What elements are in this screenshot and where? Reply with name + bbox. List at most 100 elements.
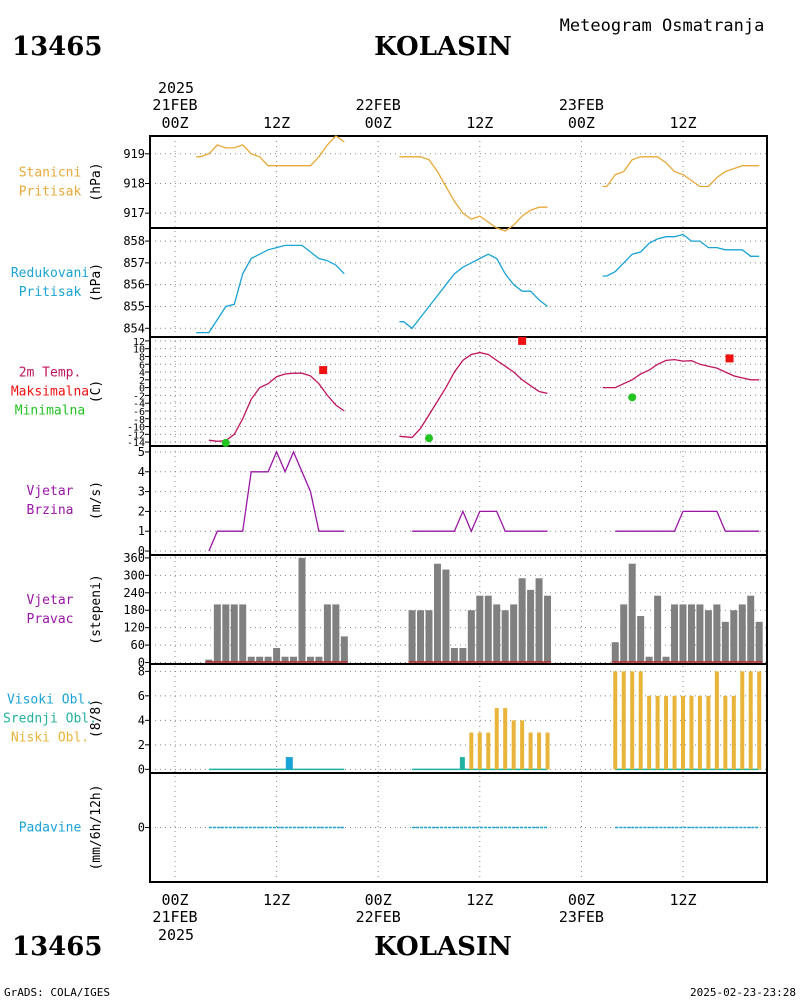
wind-direction-bar xyxy=(264,656,272,663)
wind-direction-bar xyxy=(510,604,518,663)
wind-direction-ytick-label: 60 xyxy=(131,638,145,652)
wind-direction-bar xyxy=(323,604,331,663)
date-label-bottom: 23FEB xyxy=(559,908,604,926)
wind-speed-line xyxy=(412,509,548,533)
reduced-pressure-line xyxy=(196,244,345,334)
wind-direction-ytick-label: 240 xyxy=(123,586,145,600)
wind-direction-bar xyxy=(467,610,475,663)
wind-direction-ytick-label: 180 xyxy=(123,603,145,617)
temperature-ytick-label: -12 xyxy=(127,430,145,441)
wind-direction-bar xyxy=(306,656,314,663)
footer-timestamp: 2025-02-23-23:28 xyxy=(690,986,796,999)
reduced-pressure-series-label: Pritisak xyxy=(19,285,82,300)
wind-direction-bar xyxy=(679,604,687,663)
station-pressure-line xyxy=(196,135,345,167)
low-cloud-bar xyxy=(520,720,525,770)
cloud-cover-ytick-label: 2 xyxy=(138,738,145,752)
wind-speed-line xyxy=(615,510,760,532)
cloud-cover-series-label: Visoki Obl. xyxy=(7,693,93,708)
temperature-series-label: 2m Temp. xyxy=(19,366,82,381)
x-tick-label-bottom: 00Z xyxy=(161,891,188,909)
reduced-pressure-line xyxy=(399,253,548,330)
year-bottom: 2025 xyxy=(158,926,194,944)
wind-direction-unit-label: (stepeni) xyxy=(89,574,104,644)
station-pressure-series-label: Pritisak xyxy=(19,185,82,200)
wind-direction-bar xyxy=(535,578,543,663)
wind-direction-bar xyxy=(527,589,535,663)
low-cloud-bar xyxy=(503,708,508,770)
max-temp-marker xyxy=(518,336,527,345)
wind-direction-bar xyxy=(425,610,433,663)
low-cloud-bar xyxy=(664,695,669,770)
reduced-pressure-ytick-label: 857 xyxy=(123,256,145,270)
date-label-bottom: 21FEB xyxy=(152,908,197,926)
wind-direction-bar xyxy=(433,563,441,663)
wind-direction-ytick-label: 360 xyxy=(123,551,145,565)
low-cloud-bar xyxy=(638,671,643,770)
temperature-ytick-label: -14 xyxy=(127,438,145,449)
low-cloud-bar xyxy=(477,732,482,770)
low-cloud-bar xyxy=(748,671,753,770)
wind-direction-bar xyxy=(704,610,712,663)
wind-speed-line xyxy=(208,450,345,552)
temperature-unit-label: (C) xyxy=(89,380,104,403)
station-pressure-ytick-label: 919 xyxy=(123,147,145,161)
station-pressure-line xyxy=(399,156,548,232)
wind-direction-bar xyxy=(290,656,298,663)
wind-direction-bar xyxy=(281,656,289,663)
precipitation-series-label: Padavine xyxy=(19,821,82,836)
wind-direction-bar xyxy=(493,604,501,663)
date-label-bottom: 22FEB xyxy=(356,908,401,926)
precipitation-unit-label: (mm/6h/12h) xyxy=(89,784,104,870)
temperature-ytick-label: 0 xyxy=(139,384,145,395)
x-tick-label-top: 00Z xyxy=(568,114,595,132)
wind-direction-ytick-label: 120 xyxy=(123,621,145,635)
wind-direction-bar xyxy=(696,604,704,663)
cloud-cover-unit-label: (8/8) xyxy=(89,699,104,738)
temperature-series-label: Minimalna xyxy=(15,404,85,419)
temperature-ytick-label: -4 xyxy=(133,399,145,410)
low-cloud-bar xyxy=(621,671,626,770)
temperature-line xyxy=(399,351,548,439)
reduced-pressure-series-label: Redukovani xyxy=(11,266,89,281)
low-cloud-bar xyxy=(469,732,474,770)
min-temp-marker xyxy=(221,438,230,447)
wind-direction-bar xyxy=(417,610,425,663)
low-cloud-bar xyxy=(511,720,516,770)
temperature-ytick-label: 6 xyxy=(139,360,145,371)
wind-speed-ytick-label: 4 xyxy=(138,465,145,479)
wind-speed-ytick-label: 2 xyxy=(138,504,145,518)
wind-direction-bar xyxy=(628,563,636,663)
wind-direction-bar xyxy=(205,659,213,663)
temperature-series-label: Maksimalna xyxy=(11,385,89,400)
wind-speed-ytick-label: 1 xyxy=(138,524,145,538)
low-cloud-bar xyxy=(613,671,618,770)
low-cloud-bar xyxy=(681,695,685,770)
reduced-pressure-ytick-label: 858 xyxy=(123,234,145,248)
wind-direction-bar xyxy=(298,557,306,663)
x-tick-label-top: 12Z xyxy=(669,114,696,132)
wind-speed-ytick-label: 3 xyxy=(138,485,145,499)
wind-direction-bar xyxy=(730,610,738,663)
temperature-line xyxy=(602,358,760,389)
wind-speed-unit-label: (m/s) xyxy=(89,481,104,520)
wind-direction-bar xyxy=(518,578,526,663)
station-pressure-series-label: Stanicni xyxy=(19,166,82,181)
x-tick-label-top: 00Z xyxy=(161,114,188,132)
low-cloud-bar xyxy=(689,695,694,770)
wind-direction-bar xyxy=(222,604,230,663)
low-cloud-bar xyxy=(537,732,542,770)
plot-area: 919918917(hPa)StanicniPritisak8588578568… xyxy=(3,96,768,926)
low-cloud-bar xyxy=(723,695,728,770)
x-tick-label-bottom: 12Z xyxy=(263,891,290,909)
station-pressure-ytick-label: 917 xyxy=(123,206,145,220)
wind-direction-ytick-label: 0 xyxy=(138,656,145,670)
year-top: 2025 xyxy=(158,79,194,97)
cloud-cover-series-label: Srednji Obl. xyxy=(3,712,97,727)
temperature-ytick-label: -10 xyxy=(127,423,145,434)
wind-speed-series-label: Brzina xyxy=(27,503,74,518)
station-id: 13465 xyxy=(12,32,102,62)
wind-direction-bar xyxy=(755,621,763,663)
wind-direction-bar xyxy=(239,604,247,663)
